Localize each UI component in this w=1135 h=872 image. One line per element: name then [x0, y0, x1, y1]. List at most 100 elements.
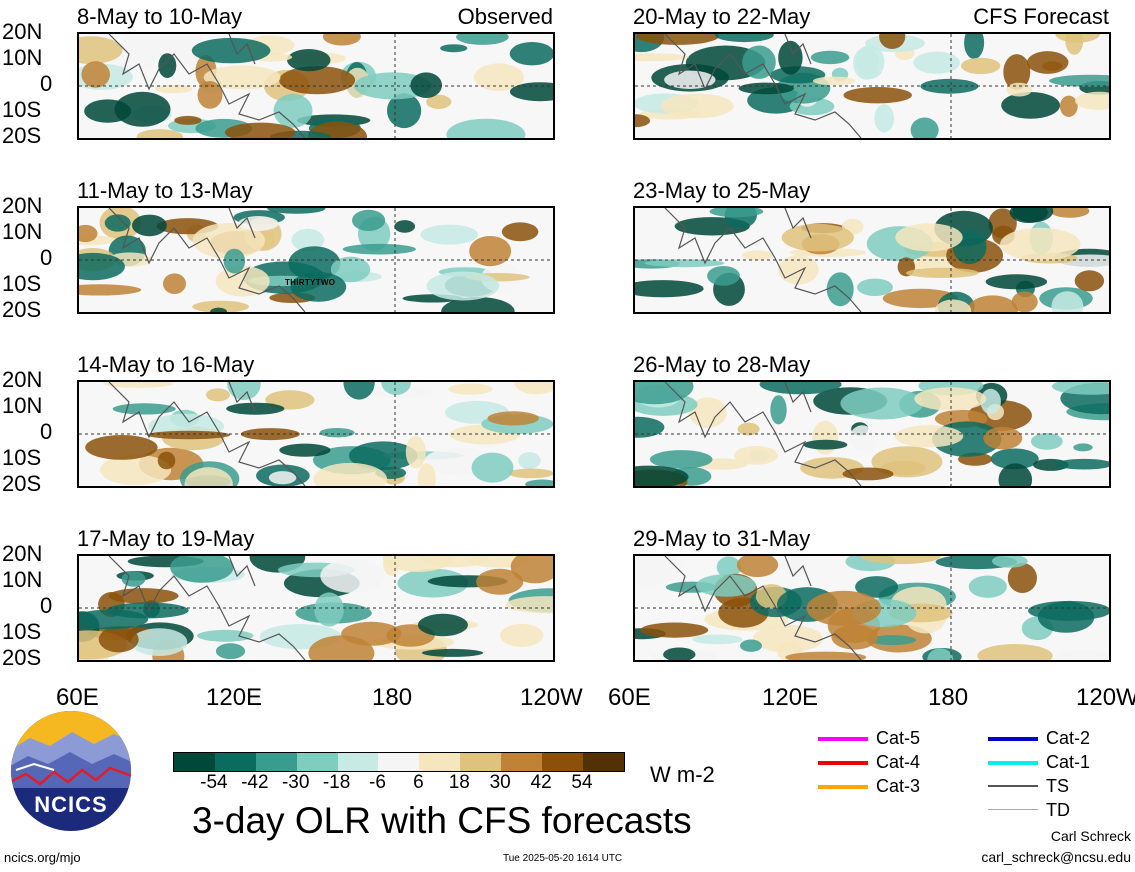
footer-url: ncics.org/mjo: [4, 850, 81, 865]
olr-map: [633, 380, 1111, 488]
lat-label: 10N: [2, 393, 43, 418]
olr-field: [79, 208, 553, 312]
lat-label: 20S: [2, 645, 42, 670]
storm-label: THIRTYTWO: [285, 278, 336, 287]
lon-label-120e-right: 120E: [762, 684, 819, 711]
colorbar-swatch: [296, 753, 338, 771]
lon-label-120w-left: 120W: [520, 684, 583, 711]
panel-title: 29-May to 31-May: [633, 526, 811, 551]
colorbar-tick-label: -30: [281, 772, 310, 793]
olr-map: [633, 206, 1111, 314]
olr-panel-observed-2: 11-May to 13-May THIRTYTWO: [77, 178, 555, 314]
panel-title: 11-May to 13-May: [77, 178, 253, 203]
olr-field: [79, 34, 553, 138]
lat-label: 10N: [2, 567, 43, 592]
colorbar-swatch: [542, 753, 583, 771]
legend-label: TD: [1046, 800, 1070, 820]
lat-label: 0: [40, 71, 53, 96]
legend-label: Cat-5: [876, 728, 921, 748]
lat-label: 20N: [2, 541, 43, 566]
panel-title: 23-May to 25-May: [633, 178, 811, 203]
lat-label: 20N: [2, 19, 43, 44]
legend-label: Cat-4: [876, 752, 921, 772]
lon-label-120w-right: 120W: [1076, 684, 1135, 711]
legend-label: Cat-1: [1046, 752, 1091, 772]
olr-map: [77, 380, 555, 488]
lat-label: 10S: [2, 97, 42, 122]
legend-line: [988, 761, 1038, 765]
colorbar-tick-label: -18: [322, 772, 351, 793]
legend-line: [818, 761, 868, 765]
olr-panel-forecast-2: 23-May to 25-May: [633, 178, 1111, 314]
olr-panel-observed-1: 8-May to 10-May Observed: [77, 4, 555, 140]
lat-label: 0: [40, 419, 53, 444]
legend-label: Cat-2: [1046, 728, 1091, 748]
logo-text: NCICS: [34, 792, 108, 817]
ncics-logo-icon: [11, 711, 131, 831]
colorbar-swatch: [460, 753, 502, 771]
lon-label-180-right: 180: [928, 684, 969, 711]
colorbar-tick-label: 30: [489, 772, 511, 793]
lat-label: 0: [40, 593, 53, 618]
panel-title: 14-May to 16-May: [77, 352, 255, 377]
colorbar-swatch: [378, 753, 420, 771]
footer-timestamp: Tue 2025-05-20 1614 UTC: [503, 853, 623, 864]
legend-line: [988, 737, 1038, 741]
lat-label: 10S: [2, 445, 42, 470]
colorbar-swatch: [214, 753, 256, 771]
olr-panel-observed-4: 17-May to 19-May: [77, 526, 555, 662]
olr-field: [635, 556, 1109, 660]
colorbar-tick-label: -6: [369, 772, 386, 793]
panel-title: 17-May to 19-May: [77, 526, 255, 551]
author-email: carl_schreck@ncsu.edu: [981, 849, 1131, 865]
olr-map: [633, 554, 1111, 662]
olr-panel-forecast-3: 26-May to 28-May: [633, 352, 1111, 488]
panel-title: 26-May to 28-May: [633, 352, 811, 377]
panel-source-label: Observed: [457, 4, 553, 29]
colorbar-units: W m-2: [650, 762, 715, 787]
panel-title: 20-May to 22-May: [633, 4, 811, 29]
olr-panel-forecast-1: 20-May to 22-May CFS Forecast: [633, 4, 1111, 140]
colorbar-tick-label: 54: [571, 772, 593, 793]
lat-label: 20N: [2, 367, 43, 392]
colorbar-tick-label: 42: [530, 772, 552, 793]
olr-panel-forecast-4: 29-May to 31-May: [633, 526, 1111, 662]
olr-field: [635, 34, 1109, 138]
colorbar-tick-label: 6: [413, 772, 424, 793]
lat-label: 20S: [2, 297, 42, 322]
panel-title: 8-May to 10-May: [77, 4, 243, 29]
lon-label-180-left: 180: [372, 684, 413, 711]
lat-label: 10S: [2, 271, 42, 296]
lat-label: 10S: [2, 619, 42, 644]
legend-line: [818, 737, 868, 741]
lat-label: 20N: [2, 193, 43, 218]
lat-label: 20S: [2, 123, 42, 148]
lon-label-60e-left: 60E: [56, 684, 99, 711]
main-title: 3-day OLR with CFS forecasts: [192, 800, 692, 841]
olr-field: [79, 556, 553, 660]
panel-source-label: CFS Forecast: [973, 4, 1109, 29]
olr-map: [633, 32, 1111, 140]
colorbar-swatch: [419, 753, 461, 771]
olr-field: [79, 382, 553, 486]
lon-label-60e-right: 60E: [608, 684, 651, 711]
colorbar-tick-label: -54: [200, 772, 228, 793]
olr-panel-observed-3: 14-May to 16-May: [77, 352, 555, 488]
author-name: Carl Schreck: [1050, 828, 1131, 844]
lon-label-120e-left: 120E: [206, 684, 263, 711]
olr-map: [77, 554, 555, 662]
legend-label: TS: [1046, 776, 1070, 796]
olr-field: [635, 382, 1109, 486]
colorbar-swatch: [582, 753, 624, 771]
colorbar-tick-label: 18: [448, 772, 470, 793]
colorbar-swatch: [337, 753, 379, 771]
lat-label: 0: [40, 245, 53, 270]
colorbar-tick-label: -42: [241, 772, 269, 793]
legend-line: [988, 785, 1038, 787]
legend-label: Cat-3: [876, 776, 921, 796]
colorbar: [173, 752, 625, 772]
legend-line: [988, 809, 1038, 810]
colorbar-swatch: [501, 753, 543, 771]
lat-label: 10N: [2, 45, 43, 70]
colorbar-swatch: [255, 753, 297, 771]
